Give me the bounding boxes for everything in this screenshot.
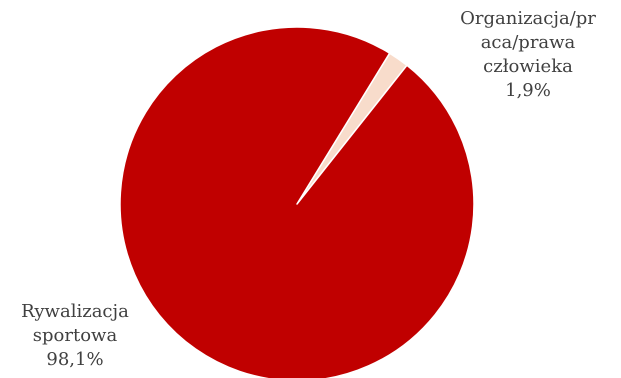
slice-label-rywalizacja: Rywalizacja sportowa 98,1% [0,300,150,372]
slice-label-organizacja-line-1: Organizacja/pr [460,8,596,29]
slice-value-rywalizacja: 98,1% [46,349,104,370]
slice-label-organizacja: Organizacja/pr aca/prawa człowieka 1,9% [458,7,598,103]
slice-label-rywalizacja-line-1: Rywalizacja [21,301,129,322]
pie-slice-rywalizacja [119,26,475,378]
slice-label-rywalizacja-line-2: sportowa [32,325,118,346]
slice-value-organizacja: 1,9% [505,80,551,101]
slice-label-organizacja-line-3: człowieka [483,56,573,77]
slice-label-organizacja-line-2: aca/prawa [480,32,576,53]
